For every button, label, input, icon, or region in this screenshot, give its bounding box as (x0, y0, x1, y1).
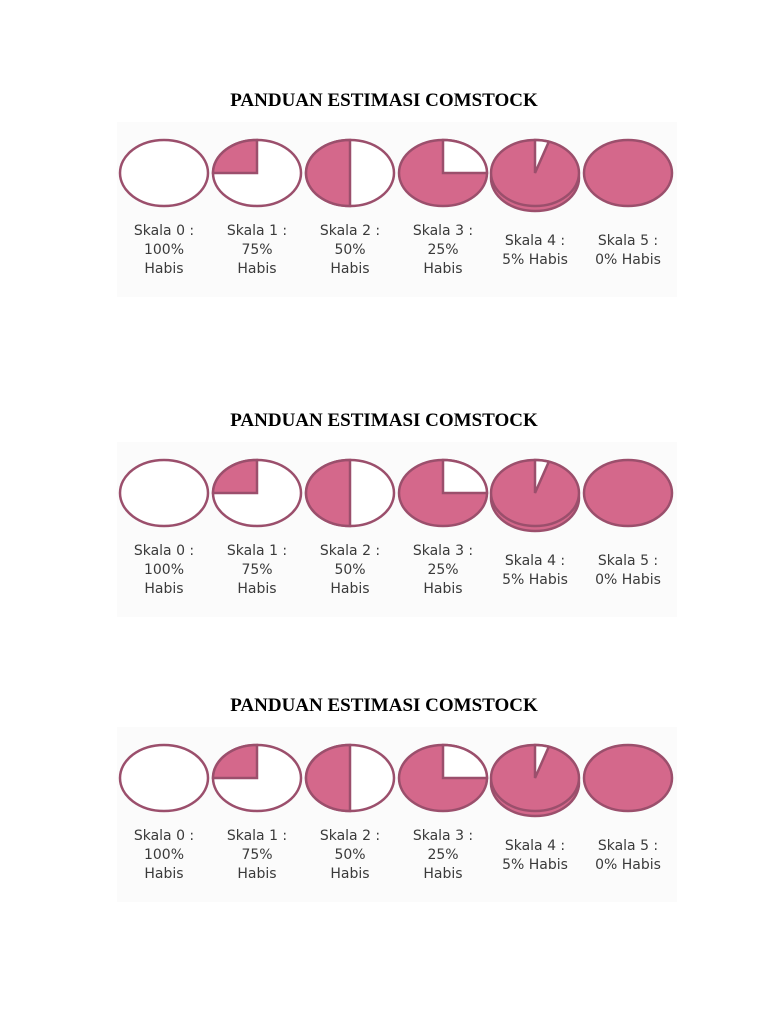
scale-label: 5% Habis (502, 252, 568, 268)
scale-icon (582, 458, 674, 528)
scale-label: Habis (423, 261, 462, 277)
panel-background (117, 122, 677, 297)
scale-empty (533, 138, 551, 174)
scale-label: 50% (334, 847, 365, 863)
scale-label: 5% Habis (502, 572, 568, 588)
scale-empty (441, 743, 489, 780)
scale-empty (533, 458, 551, 494)
guide-panel: PANDUAN ESTIMASI COMSTOCK Skala 0 : 100% Ha… (117, 410, 677, 617)
scale-label: Skala 5 : (598, 838, 658, 854)
scale-label: Habis (237, 581, 276, 597)
scale-label: Habis (330, 261, 369, 277)
scale-label: 5% Habis (502, 857, 568, 873)
guide-panel: PANDUAN ESTIMASI COMSTOCK Skala 0 : 100% Ha… (117, 695, 677, 902)
scale-label: 75% (241, 242, 272, 258)
scale-label: Habis (423, 581, 462, 597)
scale-label: Habis (144, 261, 183, 277)
scale-label: Skala 4 : (505, 838, 565, 854)
scale-fill (211, 743, 259, 780)
scale-icon (582, 743, 674, 813)
scale-icon (118, 458, 210, 528)
scale-label: Habis (330, 581, 369, 597)
scale-label: Skala 2 : (320, 223, 380, 239)
scale-label: 0% Habis (595, 857, 661, 873)
scale-label: Skala 3 : (413, 543, 473, 559)
scale-label: Skala 1 : (227, 543, 287, 559)
scale-fill (211, 458, 259, 495)
scale-label: Skala 0 : (134, 828, 194, 844)
scale-label: Skala 0 : (134, 223, 194, 239)
scale-label: 0% Habis (595, 572, 661, 588)
scale-label: Habis (237, 261, 276, 277)
scale-label: Skala 2 : (320, 828, 380, 844)
panel-title: PANDUAN ESTIMASI COMSTOCK (230, 695, 538, 716)
scale-fill (211, 138, 259, 175)
scale-empty (533, 743, 551, 779)
panel-background (117, 442, 677, 617)
scale-label: Habis (144, 866, 183, 882)
scale-label: Skala 1 : (227, 223, 287, 239)
scale-empty (441, 138, 489, 175)
scale-label: Skala 2 : (320, 543, 380, 559)
scale-label: Skala 4 : (505, 233, 565, 249)
scale-label: Habis (144, 581, 183, 597)
scale-label: Habis (423, 866, 462, 882)
scale-label: 75% (241, 847, 272, 863)
scale-fill (304, 458, 352, 528)
scale-label: 25% (427, 562, 458, 578)
scale-empty (441, 458, 489, 495)
scale-label: 50% (334, 242, 365, 258)
panel-title: PANDUAN ESTIMASI COMSTOCK (230, 410, 538, 431)
scale-label: Skala 0 : (134, 543, 194, 559)
scale-label: 0% Habis (595, 252, 661, 268)
scale-label: Skala 5 : (598, 553, 658, 569)
scale-label: 100% (144, 562, 184, 578)
scale-label: Habis (237, 866, 276, 882)
scale-label: 25% (427, 847, 458, 863)
panel-background (117, 727, 677, 902)
scale-label: Skala 3 : (413, 223, 473, 239)
scale-fill (304, 743, 352, 813)
scale-icon (118, 743, 210, 813)
guide-panel: PANDUAN ESTIMASI COMSTOCK Skala 0 : 100% Ha… (117, 90, 677, 297)
scale-label: 25% (427, 242, 458, 258)
scale-label: 50% (334, 562, 365, 578)
scale-label: Skala 3 : (413, 828, 473, 844)
scale-label: Skala 1 : (227, 828, 287, 844)
scale-icon (582, 138, 674, 208)
scale-label: Habis (330, 866, 369, 882)
scale-label: 100% (144, 242, 184, 258)
scale-label: Skala 4 : (505, 553, 565, 569)
panel-title: PANDUAN ESTIMASI COMSTOCK (230, 90, 538, 111)
scale-icon (118, 138, 210, 208)
scale-fill (304, 138, 352, 208)
scale-label: 75% (241, 562, 272, 578)
scale-label: Skala 5 : (598, 233, 658, 249)
scale-label: 100% (144, 847, 184, 863)
